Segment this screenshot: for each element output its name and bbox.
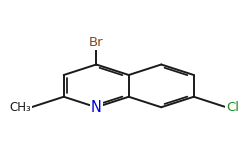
Text: N: N — [91, 100, 102, 115]
Text: CH₃: CH₃ — [10, 101, 31, 114]
Text: Cl: Cl — [226, 101, 239, 114]
Text: Br: Br — [89, 36, 104, 49]
